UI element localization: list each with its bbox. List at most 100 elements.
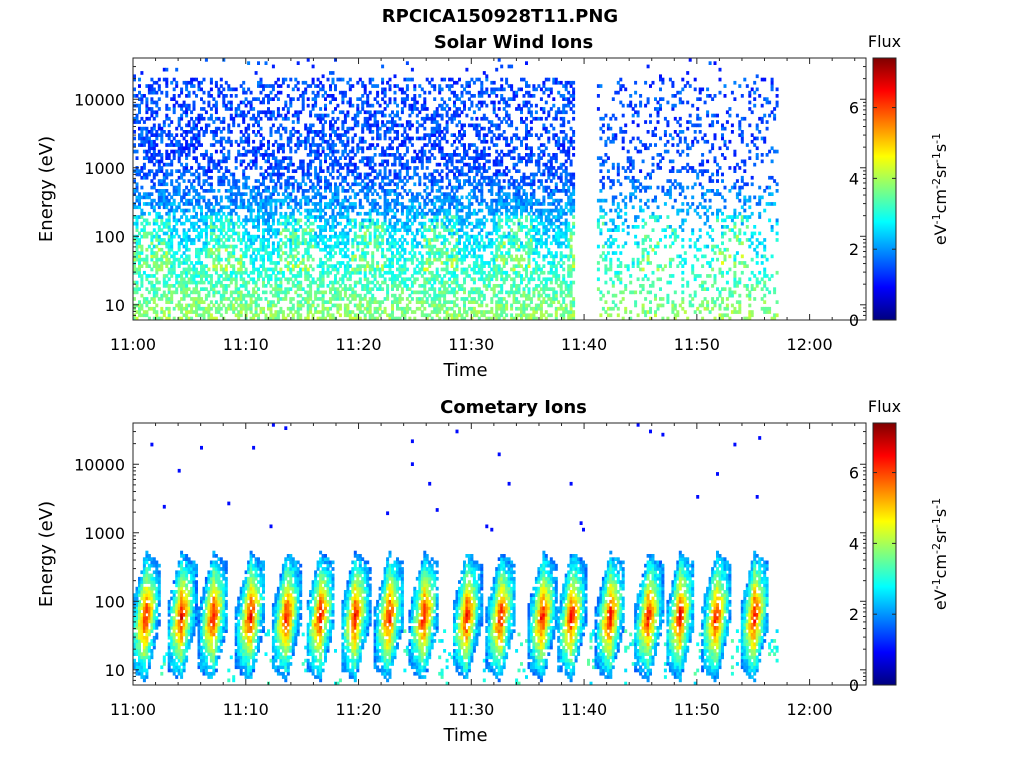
heatmap-cell bbox=[368, 211, 372, 216]
heatmap-cell bbox=[356, 120, 360, 124]
heatmap-cell bbox=[304, 123, 308, 128]
heatmap-cell bbox=[135, 284, 139, 288]
heatmap-cell bbox=[177, 159, 181, 164]
heatmap-cell bbox=[408, 228, 412, 232]
heatmap-cell bbox=[190, 139, 194, 144]
heatmap-cell bbox=[324, 139, 327, 144]
heatmap-cell bbox=[237, 185, 241, 190]
heatmap-cell bbox=[162, 123, 166, 128]
heatmap-cell bbox=[209, 185, 213, 190]
heatmap-cell bbox=[276, 90, 280, 95]
heatmap-cell bbox=[460, 143, 464, 147]
heatmap-cell bbox=[264, 218, 268, 223]
heatmap-cell bbox=[381, 238, 385, 242]
heatmap-cell bbox=[249, 205, 253, 210]
heatmap-cell bbox=[353, 225, 357, 229]
heatmap-cell bbox=[150, 139, 154, 144]
heatmap-cell bbox=[264, 313, 268, 318]
heatmap-cell bbox=[408, 139, 412, 144]
heatmap-cell bbox=[371, 192, 375, 196]
heatmap-cell bbox=[334, 143, 337, 147]
heatmap-cell bbox=[321, 133, 325, 137]
heatmap-cell bbox=[249, 254, 253, 259]
heatmap-cell bbox=[435, 123, 439, 128]
heatmap-cell bbox=[324, 103, 327, 108]
heatmap-cell bbox=[306, 313, 310, 318]
heatmap-cell bbox=[291, 87, 295, 92]
heatmap-cell bbox=[157, 205, 161, 210]
heatmap-cell bbox=[227, 244, 231, 249]
heatmap-cell bbox=[450, 257, 454, 262]
heatmap-cell bbox=[150, 267, 154, 272]
heatmap-cell bbox=[356, 103, 360, 108]
heatmap-cell bbox=[443, 293, 447, 298]
heatmap-cell bbox=[284, 211, 288, 216]
heatmap-cell bbox=[331, 169, 335, 173]
heatmap-cell bbox=[190, 274, 194, 278]
heatmap-cell bbox=[450, 234, 454, 239]
heatmap-cell bbox=[234, 139, 238, 144]
heatmap-cell bbox=[257, 84, 260, 88]
heatmap-cell bbox=[234, 87, 238, 92]
heatmap-cell bbox=[257, 97, 260, 101]
heatmap-cell bbox=[234, 280, 238, 285]
heatmap-cell bbox=[257, 80, 260, 85]
heatmap-cell bbox=[418, 221, 422, 226]
heatmap-cell bbox=[135, 215, 139, 219]
heatmap-cell bbox=[440, 175, 444, 180]
heatmap-cell bbox=[185, 218, 189, 223]
heatmap-cell bbox=[450, 143, 454, 147]
heatmap-cell bbox=[396, 257, 399, 262]
heatmap-cell bbox=[435, 189, 439, 193]
heatmap-cell bbox=[450, 120, 454, 124]
heatmap-cell bbox=[415, 126, 419, 131]
heatmap-cell bbox=[413, 205, 417, 210]
heatmap-cell bbox=[386, 211, 390, 216]
heatmap-cell bbox=[410, 159, 414, 164]
heatmap-cell bbox=[172, 211, 176, 216]
heatmap-cell bbox=[420, 290, 424, 295]
heatmap-cell bbox=[448, 257, 452, 262]
heatmap-cell bbox=[291, 113, 295, 118]
heatmap-cell bbox=[271, 169, 275, 173]
heatmap-cell bbox=[415, 156, 419, 160]
heatmap-cell bbox=[145, 172, 149, 177]
heatmap-cell bbox=[331, 221, 335, 226]
heatmap-cell bbox=[299, 218, 303, 223]
heatmap-cell bbox=[175, 208, 179, 213]
heatmap-cell bbox=[383, 153, 387, 157]
heatmap-cell bbox=[167, 300, 171, 304]
heatmap-cell bbox=[458, 251, 461, 255]
heatmap-cell bbox=[366, 182, 370, 187]
heatmap-cell bbox=[440, 156, 444, 160]
heatmap-cell bbox=[398, 87, 402, 92]
heatmap-cell bbox=[133, 116, 136, 121]
heatmap-cell bbox=[319, 215, 323, 219]
heatmap-cell bbox=[249, 316, 253, 321]
heatmap-cell bbox=[393, 162, 397, 167]
heatmap-cell bbox=[279, 123, 283, 128]
heatmap-cell bbox=[190, 143, 194, 147]
heatmap-cell bbox=[264, 244, 268, 249]
heatmap-cell bbox=[249, 270, 253, 275]
heatmap-cell bbox=[440, 221, 444, 226]
heatmap-cell bbox=[306, 293, 310, 298]
heatmap-cell bbox=[378, 234, 382, 239]
heatmap-cell bbox=[450, 264, 454, 268]
heatmap-cell bbox=[388, 261, 392, 265]
heatmap-cell bbox=[232, 290, 236, 295]
heatmap-cell bbox=[331, 77, 335, 82]
heatmap-cell bbox=[403, 316, 407, 321]
heatmap-cell bbox=[371, 113, 375, 118]
heatmap-cell bbox=[222, 221, 226, 226]
heatmap-cell bbox=[445, 251, 449, 255]
heatmap-cell bbox=[229, 192, 233, 196]
heatmap-cell bbox=[286, 221, 290, 226]
heatmap-cell bbox=[415, 241, 419, 246]
heatmap-cell bbox=[438, 300, 442, 304]
heatmap-cell bbox=[314, 202, 318, 206]
heatmap-cell bbox=[140, 313, 144, 318]
heatmap-cell bbox=[396, 297, 399, 301]
heatmap-cell bbox=[224, 310, 228, 314]
heatmap-cell bbox=[140, 94, 144, 98]
